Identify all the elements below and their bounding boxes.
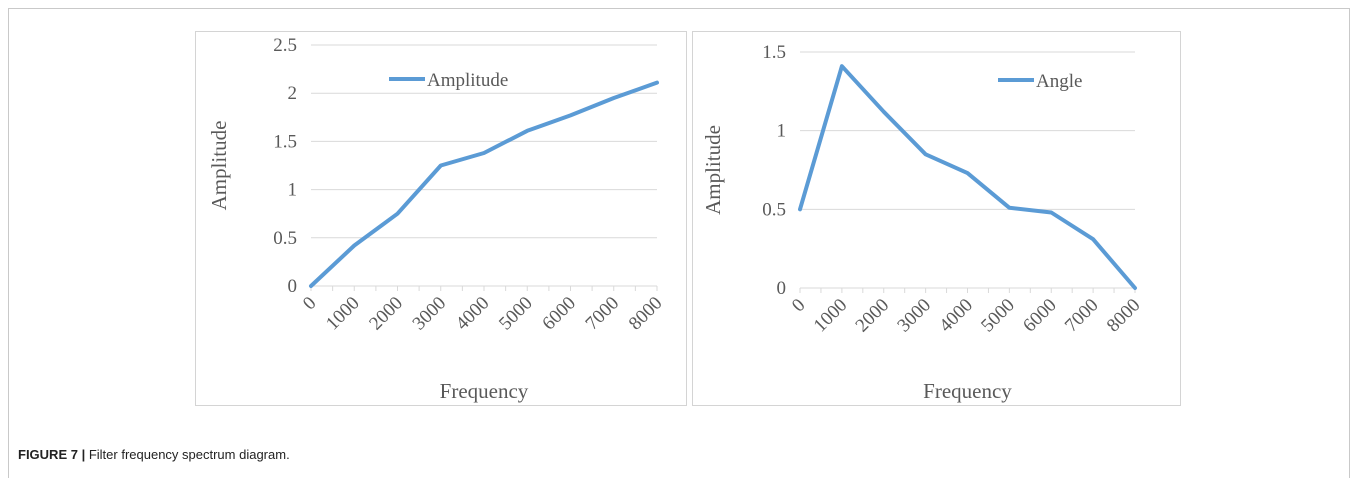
angle-x-tick-label: 4000: [935, 295, 977, 337]
figure-caption: FIGURE 7 | Filter frequency spectrum dia…: [18, 447, 290, 462]
angle-x-axis-title: Frequency: [923, 379, 1012, 403]
angle-legend-label: Angle: [1036, 71, 1082, 92]
figure-caption-text: Filter frequency spectrum diagram.: [88, 447, 290, 462]
amplitude-y-tick-label: 2.5: [273, 35, 297, 56]
amplitude-y-tick-label: 0.5: [273, 228, 297, 249]
amplitude-x-tick-label: 1000: [322, 293, 364, 335]
amplitude-x-tick-label: 0: [299, 293, 321, 315]
amplitude-y-axis-title: Amplitude: [207, 121, 231, 211]
amplitude-x-tick-label: 3000: [409, 293, 451, 335]
angle-x-tick-label: 8000: [1103, 295, 1145, 337]
amplitude-x-tick-label: 6000: [538, 293, 580, 335]
angle-y-axis-title: Amplitude: [701, 125, 725, 215]
amplitude-series-line: [309, 80, 659, 288]
amplitude-chart: 00.511.522.50 1000 2000 3000 4000 5000 6000 700…: [207, 35, 667, 403]
figure-caption-label: FIGURE 7 |: [18, 447, 86, 462]
amplitude-x-tick-label: 7000: [582, 293, 624, 335]
amplitude-y-tick-label: 0: [288, 276, 298, 297]
angle-x-tick-label: 3000: [893, 295, 935, 337]
amplitude-x-tick-label: 2000: [365, 293, 407, 335]
amplitude-chart-panel: 0 0.5 1 1.5 2 2.5 0 1000 2000 3000 4000 5000 6000 700…: [195, 31, 687, 406]
amplitude-x-tick-label: 4000: [452, 293, 494, 335]
amplitude-legend-label: Amplitude: [427, 70, 508, 91]
angle-x-tick-label: 1000: [810, 295, 852, 337]
angle-y-tick-label: 0.5: [762, 199, 786, 220]
figure-frame: [8, 8, 1350, 478]
angle-chart-panel: 0 0.5 1 1.5 0 1000 2000 3000 4000 5000 6000 7000 800…: [692, 31, 1181, 406]
amplitude-x-axis-title: Frequency: [440, 379, 529, 403]
angle-x-tick-label: 5000: [977, 295, 1019, 337]
angle-x-tick-label: 0: [788, 295, 810, 317]
amplitude-y-tick-label: 1: [288, 180, 298, 201]
angle-y-tick-label: 1: [777, 121, 787, 142]
angle-chart: 00.511.50 1000 2000 3000 4000 5000 6000 7000 800…: [701, 42, 1145, 403]
angle-x-tick-label: 2000: [852, 295, 894, 337]
amplitude-y-tick-label: 1.5: [273, 131, 297, 152]
angle-y-tick-label: 0: [777, 278, 787, 299]
amplitude-x-tick-label: 5000: [495, 293, 537, 335]
angle-x-tick-label: 7000: [1061, 295, 1103, 337]
angle-y-tick-label: 1.5: [762, 42, 786, 63]
angle-x-tick-label: 6000: [1019, 295, 1061, 337]
angle-series-line: [798, 64, 1137, 290]
amplitude-y-tick-label: 2: [288, 83, 298, 104]
amplitude-x-tick-label: 8000: [625, 293, 667, 335]
